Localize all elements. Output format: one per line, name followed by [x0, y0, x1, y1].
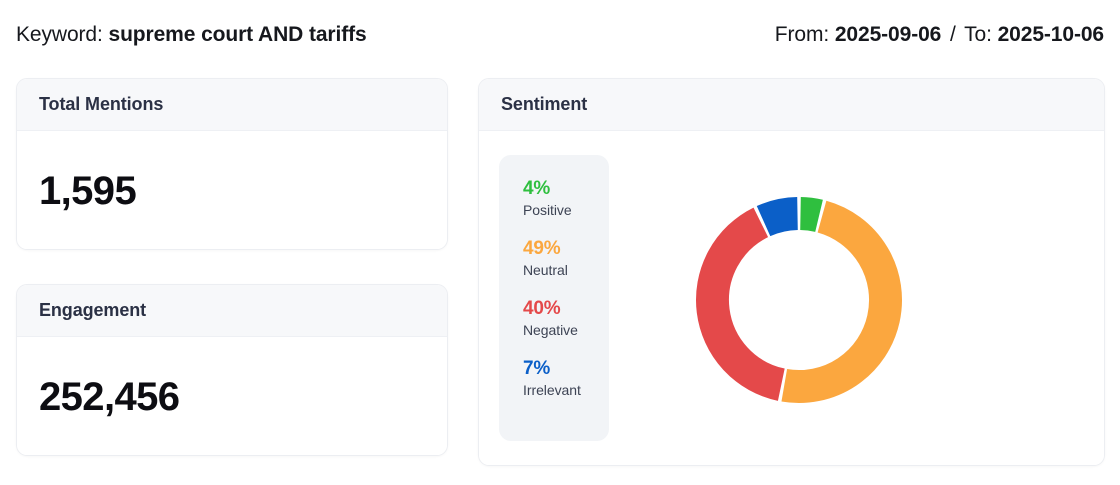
engagement-title: Engagement [39, 300, 147, 320]
date-range-summary: From: 2025-09-06 / To: 2025-10-06 [775, 23, 1104, 47]
dashboard-board: Total Mentions 1,595 Engagement 252,456 … [0, 70, 1120, 485]
engagement-value: 252,456 [39, 374, 180, 419]
keyword-value: supreme court AND tariffs [108, 23, 367, 46]
card-gap [16, 250, 448, 284]
legend-item-positive: 4% Positive [523, 177, 609, 219]
date-range-separator: / [950, 23, 956, 46]
metrics-column: Total Mentions 1,595 Engagement 252,456 [16, 78, 448, 456]
sentiment-card-header: Sentiment [479, 79, 1104, 131]
total-mentions-card-header: Total Mentions [17, 79, 447, 131]
keyword-summary: Keyword: supreme court AND tariffs [16, 23, 367, 47]
legend-percent: 7% [523, 357, 551, 379]
filter-summary-bar: Keyword: supreme court AND tariffs From:… [0, 0, 1120, 70]
date-from-value: 2025-09-06 [834, 23, 942, 46]
donut-segment-positive [799, 197, 823, 232]
total-mentions-card-body: 1,595 [17, 131, 447, 249]
legend-item-neutral: 49% Neutral [523, 237, 609, 279]
total-mentions-value: 1,595 [39, 168, 137, 213]
donut-segment-negative [696, 207, 786, 401]
donut-segment-neutral [781, 200, 902, 403]
sentiment-title: Sentiment [501, 94, 588, 114]
sentiment-column: Sentiment 4% Positive 49% Neutral 40% Negativ… [478, 78, 1105, 466]
engagement-card: Engagement 252,456 [16, 284, 448, 456]
legend-item-irrelevant: 7% Irrelevant [523, 357, 609, 399]
legend-item-negative: 40% Negative [523, 297, 609, 339]
date-to-value: 2025-10-06 [997, 23, 1105, 46]
date-to-label: To: [964, 23, 992, 46]
engagement-card-header: Engagement [17, 285, 447, 337]
legend-label: Negative [523, 321, 578, 338]
legend-percent: 40% [523, 297, 561, 319]
legend-label: Irrelevant [523, 381, 581, 398]
sentiment-legend: 4% Positive 49% Neutral 40% Negative 7% Irrelev… [499, 155, 609, 441]
engagement-card-body: 252,456 [17, 337, 447, 455]
legend-percent: 49% [523, 237, 561, 259]
legend-percent: 4% [523, 178, 551, 199]
sentiment-card: Sentiment 4% Positive 49% Neutral 40% Negativ… [478, 78, 1105, 466]
sentiment-card-body: 4% Positive 49% Neutral 40% Negative 7% Irrelev… [479, 131, 1104, 465]
keyword-label: Keyword: [16, 23, 103, 46]
legend-label: Neutral [523, 261, 568, 278]
donut-svg [696, 197, 902, 403]
donut-segment-irrelevant [756, 197, 799, 237]
total-mentions-title: Total Mentions [39, 94, 164, 114]
total-mentions-card: Total Mentions 1,595 [16, 78, 448, 250]
sentiment-donut-chart [649, 145, 949, 455]
legend-label: Positive [523, 201, 572, 218]
date-from-label: From: [774, 23, 830, 46]
